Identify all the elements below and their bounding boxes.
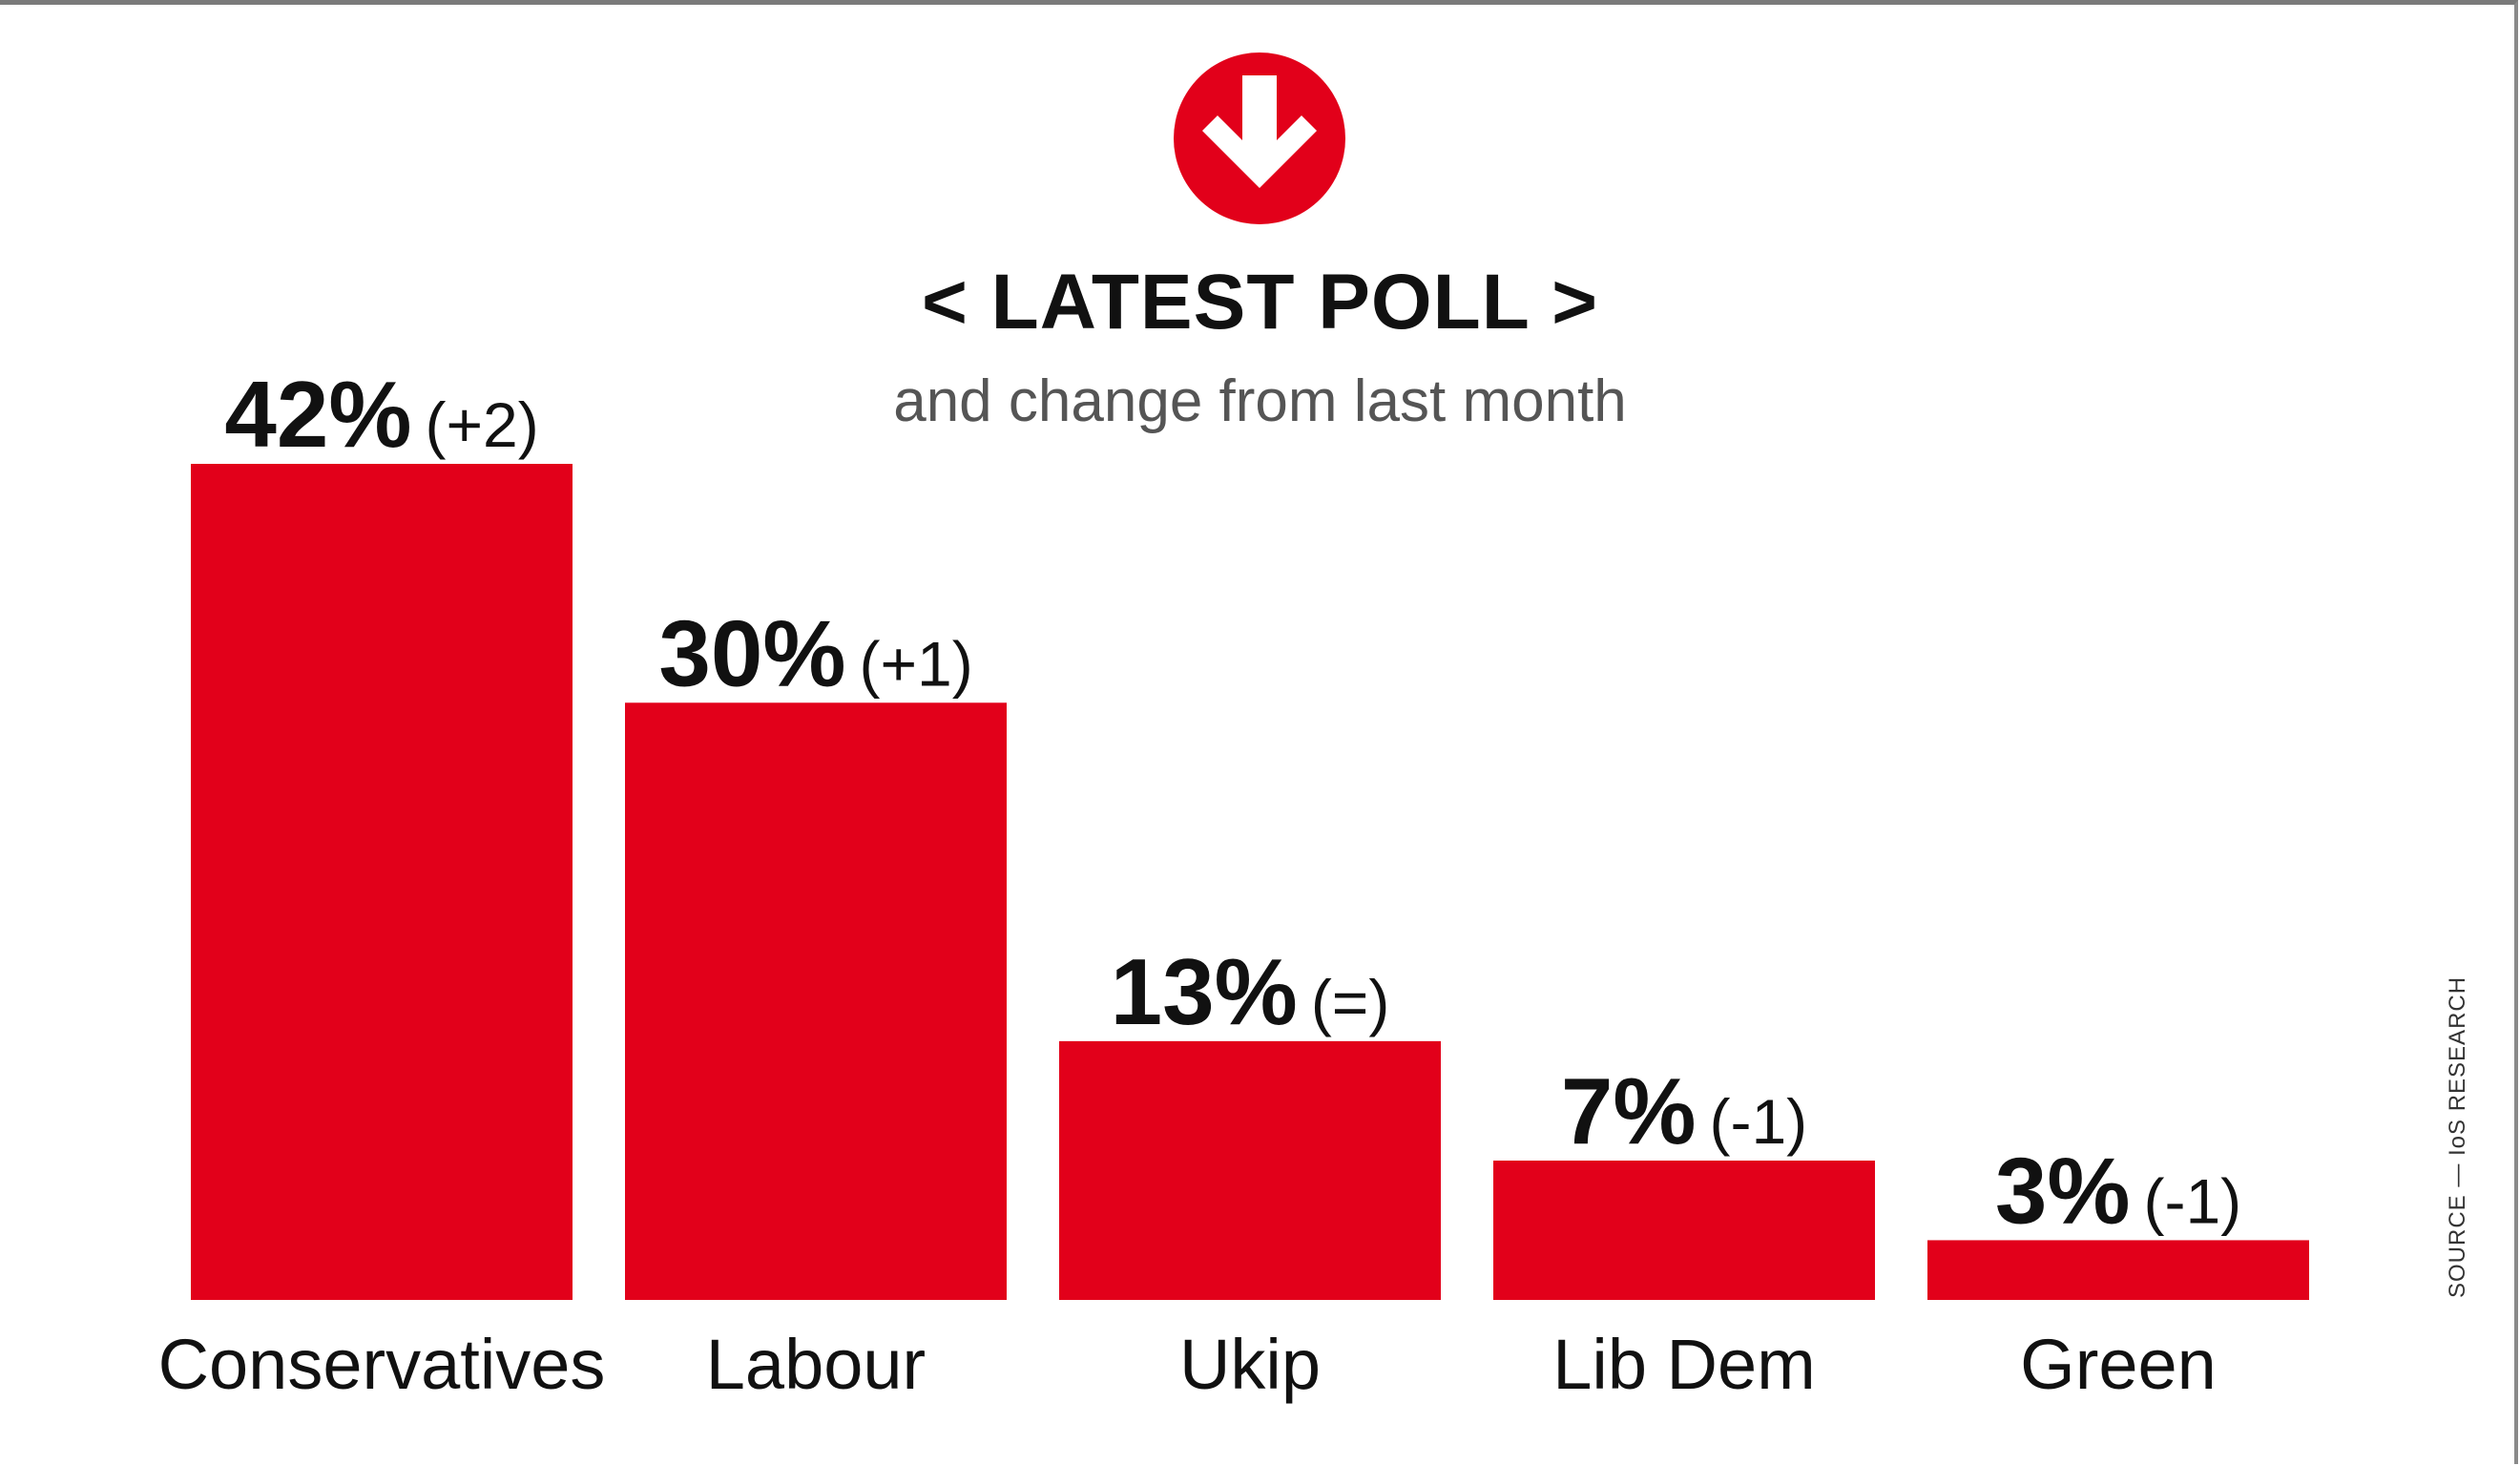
category-label: Green	[2020, 1325, 2217, 1404]
change-label: (=)	[1311, 967, 1390, 1037]
chart-subtitle: and change from last month	[893, 368, 1627, 434]
chart-title: < LATEST POLL >	[921, 259, 1599, 346]
bar-labour	[625, 702, 1007, 1300]
data-label: 13% (=)	[1111, 939, 1390, 1044]
category-label: Lib Dem	[1552, 1325, 1816, 1404]
value-label: 13%	[1111, 939, 1298, 1044]
source-label: SOURCE — IoS RESEARCH	[2445, 975, 2470, 1298]
data-label: 3% (-1)	[1995, 1138, 2241, 1243]
value-label: 42%	[224, 362, 411, 467]
bar-ukip	[1059, 1040, 1441, 1300]
bar-conservatives	[191, 464, 573, 1300]
category-label: Conservatives	[158, 1325, 606, 1404]
change-label: (+1)	[859, 628, 972, 699]
category-label: Ukip	[1179, 1325, 1321, 1404]
change-label: (-1)	[1709, 1086, 1807, 1157]
change-label: (-1)	[2143, 1165, 2241, 1236]
bar-green	[1927, 1240, 2309, 1300]
category-label: Labour	[706, 1325, 926, 1404]
value-label: 30%	[658, 600, 845, 705]
bar-lib-dem	[1493, 1161, 1875, 1300]
change-label: (+2)	[425, 389, 538, 460]
value-label: 7%	[1561, 1058, 1697, 1163]
value-label: 3%	[1995, 1138, 2131, 1243]
data-label: 30% (+1)	[658, 600, 972, 705]
data-label: 7% (-1)	[1561, 1058, 1807, 1163]
down-arrow-circle-icon	[1174, 52, 1345, 224]
data-label: 42% (+2)	[224, 362, 538, 467]
